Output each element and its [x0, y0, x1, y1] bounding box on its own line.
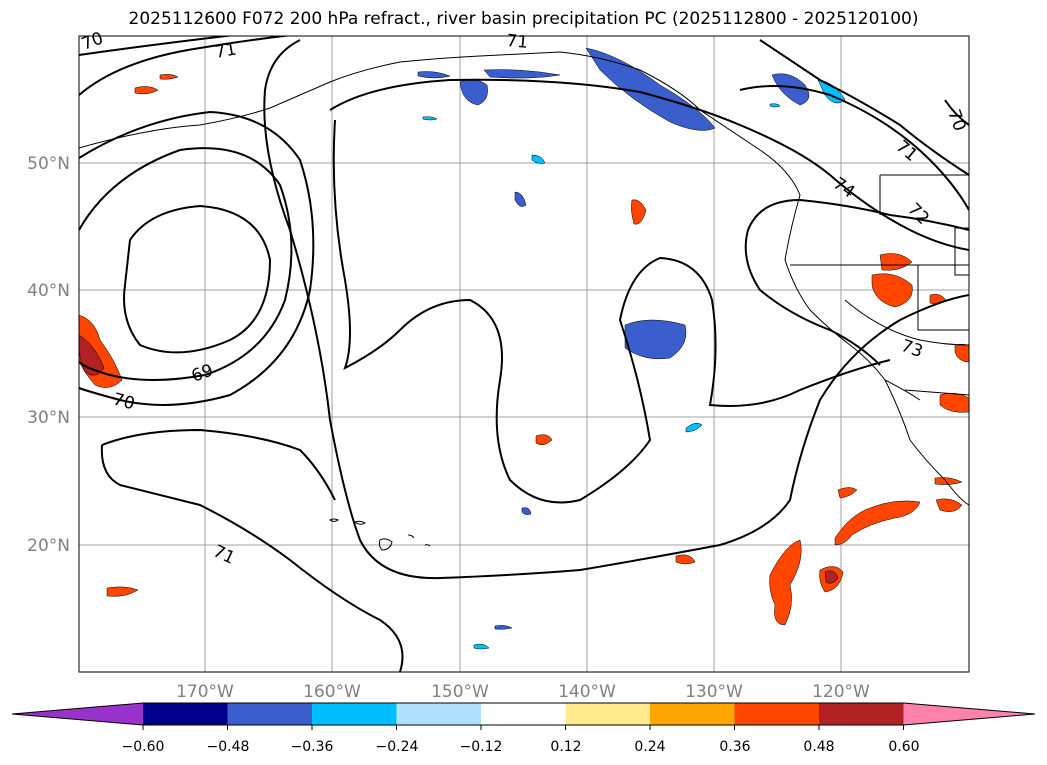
map-frame	[78, 35, 970, 673]
lat-label: 40°N	[27, 281, 70, 301]
precip-blob	[494, 625, 513, 630]
colorbar-segment	[227, 703, 313, 725]
colorbar-segment	[481, 703, 566, 725]
colorbar-extend-high	[903, 703, 1035, 725]
islands	[329, 518, 431, 551]
precip-blob	[954, 343, 969, 363]
precip-blob	[134, 86, 159, 95]
precip-blob	[685, 422, 703, 433]
colorbar-tick-label: −0.36	[291, 739, 334, 755]
colorbar-tick-label: −0.24	[376, 739, 419, 755]
lon-label: 150°W	[431, 682, 489, 702]
coastlines	[79, 51, 969, 506]
colorbar-tick-label: 0.12	[550, 739, 581, 755]
colorbar-tick-label: 0.48	[803, 739, 834, 755]
latitude-labels: 50°N 40°N 30°N 20°N	[27, 154, 70, 556]
precip-blob	[935, 498, 963, 512]
precip-blob	[514, 191, 527, 207]
gridlines	[79, 36, 969, 672]
colorbar-ticks: −0.60 −0.48 −0.36 −0.24 −0.12 0.12 0.24 …	[122, 739, 920, 755]
colorbar-tick-label: 0.36	[719, 739, 750, 755]
precip-blob	[834, 500, 921, 546]
precip-blob	[769, 539, 802, 626]
precip-blob	[934, 477, 963, 485]
colorbar	[11, 702, 1036, 730]
contour-label: 71	[506, 31, 529, 53]
precip-positive-areas	[79, 74, 969, 626]
precip-blob	[631, 199, 647, 225]
lat-label: 20°N	[27, 536, 70, 556]
precip-blob	[535, 434, 553, 446]
colorbar-segment	[734, 703, 820, 725]
precip-blob	[624, 319, 687, 360]
contour-label: 71	[213, 39, 238, 62]
lon-label: 120°W	[812, 682, 870, 702]
colorbar-tick-label: −0.12	[460, 739, 503, 755]
lat-label: 50°N	[27, 154, 70, 174]
colorbar-segment	[819, 703, 904, 725]
colorbar-segment	[312, 703, 397, 725]
lon-label: 160°W	[303, 682, 361, 702]
colorbar-tick-label: −0.60	[122, 739, 165, 755]
precip-negative-areas	[417, 47, 846, 650]
precip-blob	[824, 570, 839, 584]
precip-blob	[521, 507, 532, 515]
precip-blob	[106, 586, 139, 597]
colorbar-tick-label: −0.48	[207, 739, 250, 755]
colorbar-segment	[396, 703, 482, 725]
precip-blob	[879, 253, 913, 271]
lat-label: 30°N	[27, 408, 70, 428]
colorbar-segment	[650, 703, 735, 725]
lon-label: 140°W	[558, 682, 616, 702]
precip-blob	[771, 73, 810, 106]
map-title: 2025112600 F072 200 hPa refract., river …	[128, 9, 919, 29]
precip-blob	[675, 554, 696, 565]
refractivity-contours	[79, 36, 969, 672]
precip-blob	[422, 116, 438, 121]
map-area	[79, 36, 969, 672]
precip-blob	[817, 79, 846, 104]
precip-blob	[837, 487, 858, 499]
lon-label: 170°W	[176, 682, 234, 702]
precip-blob	[417, 71, 451, 79]
lon-label: 130°W	[685, 682, 743, 702]
longitude-labels: 170°W 160°W 150°W 140°W 130°W 120°W	[176, 682, 870, 702]
colorbar-segment	[565, 703, 651, 725]
colorbar-tick-label: 0.60	[888, 739, 919, 755]
colorbar-segment	[143, 703, 228, 725]
precip-blob	[473, 643, 490, 650]
precip-blob	[871, 273, 913, 308]
precip-blob	[531, 154, 546, 164]
precip-blob	[483, 69, 561, 79]
precip-blob	[159, 74, 179, 80]
colorbar-tick-label: 0.24	[634, 739, 665, 755]
colorbar-extend-low	[12, 703, 143, 725]
precip-blob	[769, 103, 781, 108]
